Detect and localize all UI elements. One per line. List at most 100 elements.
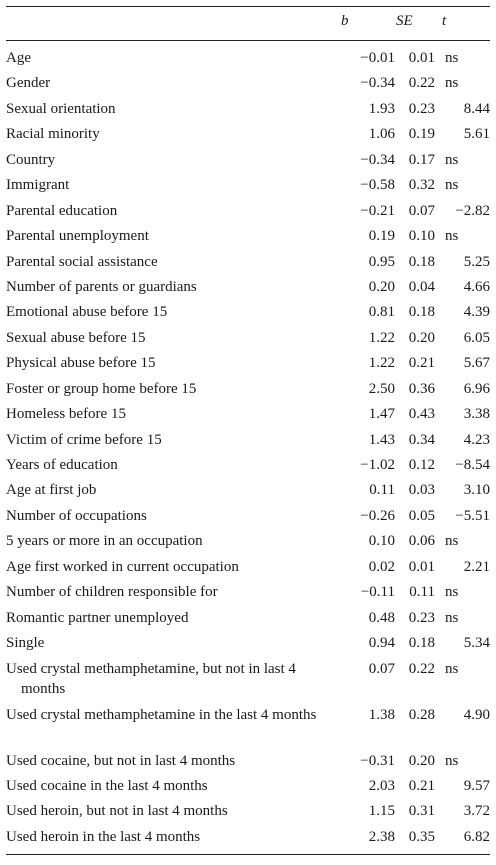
cell-t: ns — [445, 660, 459, 677]
table-row: Number of occupations −0.26 0.05 −5.51 — [6, 506, 490, 531]
table-row: Emotional abuse before 15 0.81 0.18 4.39 — [6, 302, 490, 327]
table-row: Immigrant −0.58 0.32 ns — [6, 175, 490, 200]
cell-se: 0.22 — [408, 75, 435, 92]
cell-t: 5.67 — [463, 355, 490, 372]
cell-se: 0.01 — [408, 50, 435, 66]
cell-se: 0.21 — [408, 777, 435, 794]
row-label-text: Used crystal methamphetamine in the last… — [6, 706, 317, 723]
row-label-text: Number of occupations — [6, 507, 147, 524]
row-label: Racial minority — [6, 124, 328, 149]
row-label-text: Victim of crime before 15 — [6, 431, 162, 448]
table-row: Gender −0.34 0.22 ns — [6, 73, 490, 98]
cell-b: 1.22 — [368, 355, 395, 372]
table-row: Sexual orientation 1.93 0.23 8.44 — [6, 99, 490, 124]
row-label-text: Homeless before 15 — [6, 406, 126, 423]
cell-se: 0.20 — [408, 752, 435, 769]
table-header: b SE t — [6, 7, 490, 40]
cell-b: 0.81 — [368, 304, 395, 321]
row-label: Parental unemployment — [6, 226, 328, 251]
row-label: Single — [6, 633, 328, 658]
cell-se: 0.34 — [408, 431, 435, 448]
cell-b: −0.58 — [360, 177, 395, 194]
cell-se: 0.21 — [408, 355, 435, 372]
cell-se: 0.23 — [408, 609, 435, 626]
row-label-text: Used crystal methamphetamine, but not in… — [6, 660, 296, 697]
cell-t: ns — [445, 50, 459, 66]
cell-b: 1.47 — [368, 406, 395, 423]
row-label: Physical abuse before 15 — [6, 353, 328, 378]
row-label-text: Years of education — [6, 457, 118, 473]
row-label-text: Foster or group home before 15 — [6, 380, 197, 397]
row-label: Emotional abuse before 15 — [6, 302, 328, 327]
table-row: Romantic partner unemployed 0.48 0.23 ns — [6, 608, 490, 633]
table-row: Sexual abuse before 15 1.22 0.20 6.05 — [6, 328, 490, 353]
table-row: Used cocaine in the last 4 months 2.03 0.2… — [6, 776, 490, 801]
row-label: Victim of crime before 15 — [6, 430, 328, 455]
row-label-text: 5 years or more in an occupation — [6, 533, 203, 550]
cell-t: 9.57 — [463, 777, 490, 794]
cell-t: 8.44 — [463, 100, 490, 117]
cell-se: 0.19 — [408, 126, 435, 143]
table-row: Parental education −0.21 0.07 −2.82 — [6, 201, 490, 226]
cell-se: 0.11 — [409, 584, 435, 601]
cell-se: 0.43 — [408, 406, 435, 423]
row-label-text: Gender — [6, 75, 51, 92]
row-label: Used heroin in the last 4 months — [6, 827, 328, 852]
cell-t: ns — [445, 533, 459, 550]
row-label: Parental education — [6, 201, 328, 226]
table-row: Used heroin in the last 4 months 2.38 0.35… — [6, 827, 490, 852]
cell-se: 0.18 — [408, 304, 435, 321]
row-label-text: Age first worked in current occupation — [6, 558, 239, 575]
cell-se: 0.23 — [408, 100, 435, 117]
cell-se: 0.31 — [408, 803, 435, 820]
cell-b: −0.26 — [360, 507, 395, 524]
cell-se: 0.17 — [408, 151, 435, 168]
cell-t: ns — [445, 584, 459, 601]
table-row: Used cocaine, but not in last 4 months −0… — [6, 751, 490, 776]
row-label-text: Country — [6, 151, 56, 168]
table-row: Number of parents or guardians 0.20 0.04 4.… — [6, 277, 490, 302]
row-label: 5 years or more in an occupation — [6, 531, 328, 556]
row-label: Used crystal methamphetamine in the last… — [6, 705, 328, 751]
row-label-text: Parental unemployment — [6, 228, 149, 245]
cell-b: 2.38 — [368, 828, 395, 845]
cell-t: 5.61 — [463, 126, 490, 143]
cell-se: 0.06 — [408, 533, 435, 550]
cell-b: 0.94 — [368, 635, 395, 652]
row-label: Number of children responsible for — [6, 582, 328, 607]
row-label: Used cocaine in the last 4 months — [6, 776, 328, 801]
table-row: Foster or group home before 15 2.50 0.36 6.… — [6, 379, 490, 404]
row-label-text: Romantic partner unemployed — [6, 609, 189, 626]
cell-t: 6.05 — [463, 329, 490, 346]
cell-se: 0.05 — [408, 507, 435, 524]
cell-b: 0.19 — [368, 228, 395, 245]
cell-b: −0.01 — [360, 50, 395, 66]
row-label-text: Age at first job — [6, 482, 97, 499]
table-row: Victim of crime before 15 1.43 0.34 4.23 — [6, 430, 490, 455]
cell-t: 6.96 — [463, 380, 490, 397]
cell-b: 1.43 — [368, 431, 395, 448]
cell-t: 4.23 — [463, 431, 490, 448]
table-body: Age −0.01 0.01 ns Gender −0.34 0.22 ns Sexual or… — [6, 48, 490, 852]
table-row: Parental social assistance 0.95 0.18 5.25 — [6, 252, 490, 277]
cell-t: 5.34 — [463, 635, 490, 652]
cell-t: −8.54 — [455, 457, 490, 473]
cell-b: −0.11 — [360, 584, 395, 601]
table-row: Single 0.94 0.18 5.34 — [6, 633, 490, 658]
cell-b: 0.48 — [368, 609, 395, 626]
cell-t: −5.51 — [455, 507, 490, 524]
table-row: Racial minority 1.06 0.19 5.61 — [6, 124, 490, 149]
column-header-se: SE — [396, 13, 413, 29]
cell-t: ns — [445, 609, 459, 626]
row-label: Age at first job — [6, 480, 328, 505]
cell-b: −0.34 — [360, 151, 395, 168]
row-label: Foster or group home before 15 — [6, 379, 328, 404]
cell-se: 0.35 — [408, 828, 435, 845]
cell-se: 0.18 — [408, 635, 435, 652]
cell-b: 2.03 — [368, 777, 395, 794]
bottom-rule — [6, 854, 490, 856]
table-row: Homeless before 15 1.47 0.43 3.38 — [6, 404, 490, 429]
row-label: Number of parents or guardians — [6, 277, 328, 302]
cell-b: −1.02 — [360, 457, 395, 473]
table-row: Used crystal methamphetamine, but not in… — [6, 659, 490, 705]
